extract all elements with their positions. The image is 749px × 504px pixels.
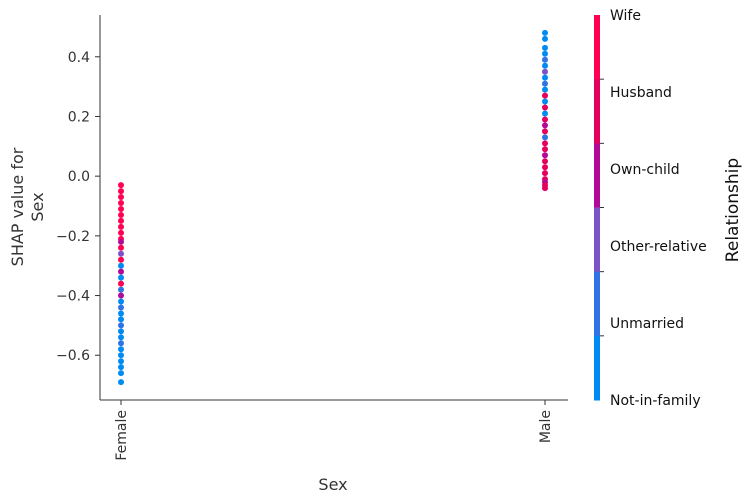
scatter-point	[118, 223, 124, 230]
scatter-point	[542, 74, 548, 81]
scatter-point	[118, 256, 124, 263]
scatter-point	[118, 346, 124, 353]
scatter-point	[542, 110, 548, 117]
colorbar: Wife Husband Own-child Other-relative Unmarr…	[594, 8, 743, 409]
x-tick-label: Male	[538, 410, 554, 443]
scatter-point	[118, 182, 124, 189]
colorbar-segment	[594, 207, 600, 273]
scatter-point	[542, 158, 548, 165]
scatter-point	[542, 50, 548, 57]
scatter-point	[542, 98, 548, 105]
scatter-point	[542, 185, 548, 192]
scatter-point	[118, 352, 124, 359]
scatter-point	[118, 370, 124, 377]
scatter-point	[118, 379, 124, 386]
scatter-point	[118, 274, 124, 281]
y-tick-label: −0.4	[56, 289, 90, 305]
colorbar-segment	[594, 335, 600, 401]
scatter-point	[542, 170, 548, 177]
scatter-point	[542, 86, 548, 93]
x-axis-title: Sex	[318, 475, 347, 494]
scatter-point	[118, 340, 124, 347]
x-tick-label: Female	[114, 410, 130, 461]
y-tick-label: 0.0	[68, 169, 90, 185]
scatter-point	[542, 80, 548, 87]
scatter-points	[118, 29, 548, 386]
scatter-point	[118, 280, 124, 287]
y-tick-label: 0.2	[68, 109, 90, 125]
scatter-point	[118, 244, 124, 251]
scatter-point	[118, 217, 124, 224]
scatter-point	[118, 250, 124, 257]
scatter-point	[118, 286, 124, 293]
scatter-point	[542, 62, 548, 69]
scatter-point	[118, 229, 124, 236]
y-axis-title-line-2: Sex	[28, 192, 47, 221]
colorbar-label: Not-in-family	[610, 393, 701, 409]
scatter-point	[118, 304, 124, 311]
scatter-point	[118, 188, 124, 195]
scatter-point	[118, 358, 124, 365]
colorbar-segment	[594, 15, 600, 80]
scatter-point	[118, 322, 124, 329]
scatter-point	[542, 140, 548, 147]
scatter-point	[542, 29, 548, 36]
scatter-point	[118, 194, 124, 201]
colorbar-label: Husband	[610, 85, 672, 101]
scatter-point	[118, 262, 124, 269]
scatter-point	[542, 35, 548, 42]
scatter-point	[118, 238, 124, 245]
scatter-point	[542, 68, 548, 75]
scatter-point	[118, 364, 124, 371]
scatter-point	[542, 56, 548, 63]
x-axis-ticks: Female Male	[114, 400, 554, 461]
scatter-point	[118, 205, 124, 212]
scatter-point	[118, 316, 124, 323]
scatter-point	[542, 134, 548, 141]
scatter-point	[542, 104, 548, 111]
scatter-point	[542, 128, 548, 135]
colorbar-segment	[594, 79, 600, 144]
colorbar-segment	[594, 143, 600, 208]
scatter-point	[118, 328, 124, 335]
scatter-point	[542, 164, 548, 171]
y-tick-label: −0.2	[56, 229, 90, 245]
scatter-point	[118, 298, 124, 305]
scatter-point	[118, 310, 124, 317]
colorbar-label: Unmarried	[610, 316, 684, 332]
scatter-point	[118, 268, 124, 275]
scatter-point	[118, 211, 124, 218]
scatter-point	[542, 92, 548, 99]
colorbar-label: Own-child	[610, 162, 680, 178]
scatter-point	[542, 44, 548, 51]
scatter-point	[542, 152, 548, 159]
scatter-point	[118, 200, 124, 207]
colorbar-title: Relationship	[723, 158, 743, 262]
scatter-point	[118, 292, 124, 299]
colorbar-label: Wife	[610, 8, 641, 24]
y-tick-label: 0.4	[68, 50, 90, 66]
colorbar-labels: Wife Husband Own-child Other-relative Unmarr…	[610, 8, 707, 409]
plot-area: −0.6 −0.4 −0.2 0.0 0.2 0.4 Female Male	[56, 15, 568, 461]
colorbar-segment	[594, 271, 600, 337]
y-tick-label: −0.6	[56, 348, 90, 364]
y-axis-title: SHAP value for Sex	[8, 147, 47, 266]
colorbar-ticks	[600, 78, 604, 337]
scatter-point	[542, 116, 548, 123]
y-axis-ticks: −0.6 −0.4 −0.2 0.0 0.2 0.4	[56, 50, 100, 364]
scatter-point	[118, 334, 124, 341]
scatter-point	[542, 122, 548, 129]
colorbar-label: Other-relative	[610, 239, 707, 255]
scatter-point	[542, 146, 548, 153]
y-axis-title-line-1: SHAP value for	[8, 147, 27, 266]
colorbar-gradient	[594, 15, 600, 401]
